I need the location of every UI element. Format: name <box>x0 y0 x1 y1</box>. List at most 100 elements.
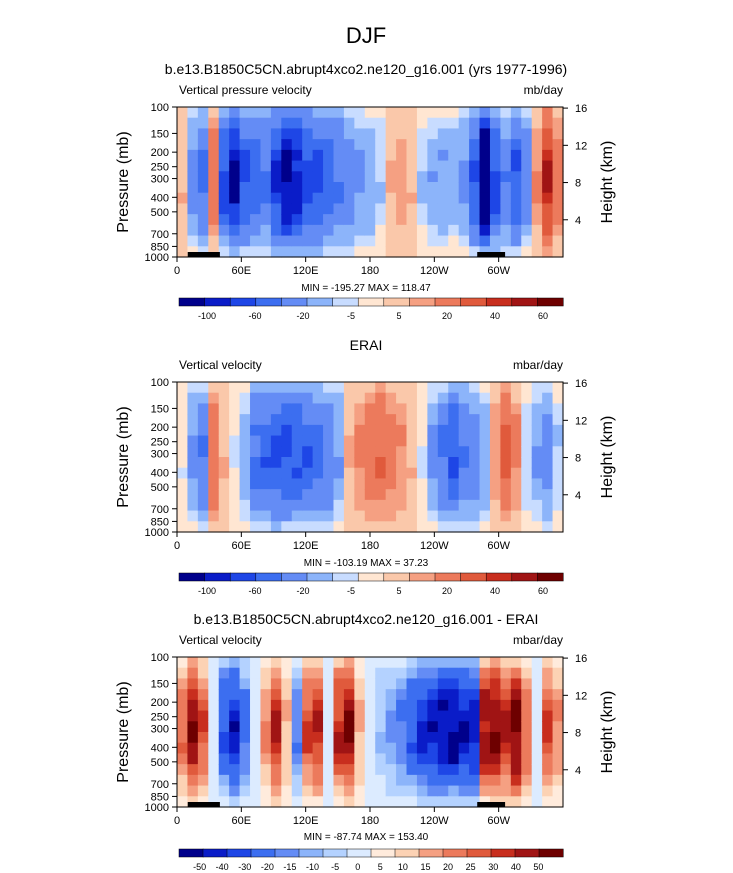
contour-cell <box>333 192 345 205</box>
contour-cell <box>500 403 512 415</box>
contour-cell <box>489 489 501 501</box>
contour-cell <box>281 424 293 437</box>
contour-cell <box>312 192 324 205</box>
contour-cell <box>500 785 512 797</box>
contour-cell <box>302 392 314 405</box>
contour-cell <box>323 224 335 237</box>
contour-cell <box>250 467 262 480</box>
contour-cell <box>218 657 230 669</box>
contour-cell <box>448 785 460 797</box>
contour-cell <box>437 107 449 119</box>
contour-cell <box>531 678 543 690</box>
contour-cell <box>416 182 428 194</box>
contour-cell <box>364 139 376 151</box>
contour-cell <box>239 382 251 394</box>
colorbar-swatch <box>537 297 564 307</box>
contour-cell <box>531 764 543 776</box>
contour-cell <box>291 785 303 797</box>
contour-cell <box>469 689 481 701</box>
contour-cell <box>333 171 345 183</box>
contour-cell <box>406 732 418 744</box>
contour-cell <box>479 489 491 501</box>
contour-cell <box>177 678 189 690</box>
contour-cell <box>510 764 522 776</box>
contour-cell <box>385 192 397 205</box>
contour-cell <box>291 689 303 701</box>
contour-cell <box>500 689 512 701</box>
contour-cell <box>458 457 470 469</box>
contour-cell <box>542 753 554 765</box>
y-tick-label: 850 <box>151 791 169 803</box>
contour-cell <box>458 139 470 151</box>
contour-cell <box>229 721 241 733</box>
contour-cell <box>406 446 418 458</box>
contour-cell <box>437 235 449 247</box>
contour-cell <box>218 403 230 415</box>
contour-cell <box>302 699 314 712</box>
contour-cell <box>260 764 272 776</box>
contour-cell <box>333 678 345 690</box>
contour-cell <box>187 139 199 151</box>
contour-cell <box>281 214 293 226</box>
contour-cell <box>448 796 460 808</box>
contour-cell <box>354 117 366 130</box>
contour-cell <box>500 192 512 205</box>
contour-cell <box>218 753 230 765</box>
contour-cell <box>437 478 449 490</box>
contour-cell <box>260 774 272 787</box>
contour-cell <box>521 424 533 437</box>
contour-cell <box>177 753 189 765</box>
contour-cell <box>510 742 522 755</box>
contour-cell <box>385 732 397 744</box>
contour-cell <box>281 699 293 712</box>
contour-cell <box>260 171 272 183</box>
contour-cell <box>312 414 324 426</box>
contour-cell <box>197 128 209 140</box>
contour-cell <box>531 467 543 480</box>
contour-cell <box>375 414 387 426</box>
contour-cell <box>323 785 335 797</box>
contour-cell <box>531 246 543 258</box>
contour-cell <box>406 667 418 680</box>
contour-cell <box>260 753 272 765</box>
contour-cell <box>469 192 481 205</box>
contour-cell <box>354 764 366 776</box>
contour-cell <box>396 414 408 426</box>
panel-title: ERAI <box>350 337 383 353</box>
contour-cell <box>197 149 209 162</box>
contour-cell <box>489 246 501 258</box>
contour-cell <box>270 721 282 733</box>
contour-cell <box>208 182 220 194</box>
y-tick-label: 500 <box>151 207 169 219</box>
contour-cell <box>250 489 262 501</box>
contour-cell <box>187 117 199 130</box>
contour-cell <box>458 785 470 797</box>
height-axis-label: Height (km) <box>599 141 616 224</box>
contour-cell <box>479 139 491 151</box>
contour-cell <box>270 796 282 808</box>
contour-cell <box>448 732 460 744</box>
contour-cell <box>489 403 501 415</box>
contour-cell <box>531 742 543 755</box>
contour-cell <box>531 435 543 447</box>
contour-cell <box>416 424 428 437</box>
contour-cell <box>396 149 408 162</box>
contour-cell <box>229 678 241 690</box>
y-axis-label: Pressure (mb) <box>115 406 132 507</box>
contour-cell <box>469 435 481 447</box>
contour-cell <box>343 446 355 458</box>
y-tick-label: 200 <box>151 147 169 159</box>
contour-cell <box>437 721 449 733</box>
contour-cell <box>302 753 314 765</box>
contour-cell <box>260 149 272 162</box>
contour-cell <box>260 732 272 744</box>
contour-cell <box>375 457 387 469</box>
contour-cell <box>458 203 470 215</box>
contour-cell <box>229 796 241 808</box>
contour-cell <box>197 710 209 722</box>
contour-cell <box>250 774 262 787</box>
colorbar-label: -20 <box>296 311 309 321</box>
contour-cell <box>250 446 262 458</box>
contour-cell <box>302 149 314 162</box>
contour-cell <box>333 446 345 458</box>
